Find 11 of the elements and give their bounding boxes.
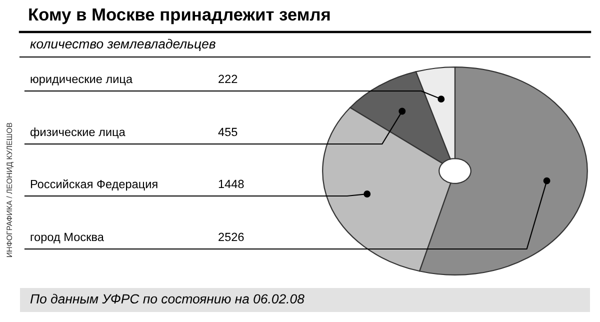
slice-label: Российская Федерация [30,179,158,191]
data-label: 222 [218,74,238,84]
chart-subtitle: количество землевладельцев [30,38,216,52]
data-label: 1448 [218,180,244,188]
slice-label: город Москва [30,232,104,244]
data-label: 455 [218,128,238,136]
slice-label: юридические лица [30,76,133,86]
data-label: 2526 [218,232,244,242]
chart-title: Кому в Москве принадлежит земля [29,8,330,24]
text: По данным УФРС по состоянию на 06.02.08 [30,294,304,304]
slice-label: физические лица [30,128,126,138]
